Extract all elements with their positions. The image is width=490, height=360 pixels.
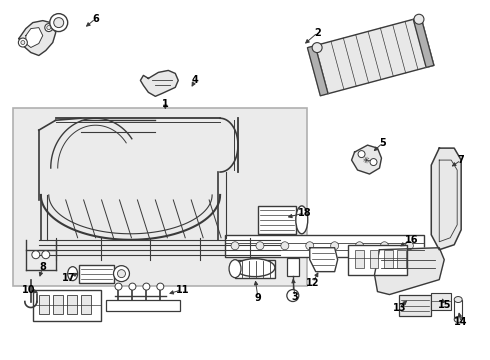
Bar (385, 250, 393, 268)
Text: 1: 1 (162, 99, 169, 109)
Circle shape (356, 242, 364, 250)
Bar (235, 260, 275, 278)
Bar (431, 293, 451, 310)
Text: 9: 9 (255, 293, 261, 302)
Circle shape (21, 41, 25, 45)
Bar (78, 265, 114, 283)
Bar (105, 300, 180, 311)
Bar (53, 294, 63, 315)
Ellipse shape (454, 297, 462, 302)
Bar (355, 250, 364, 268)
Circle shape (380, 242, 389, 250)
Circle shape (118, 270, 125, 278)
Bar (13, 108, 307, 285)
Ellipse shape (68, 267, 77, 280)
Circle shape (287, 289, 299, 302)
Polygon shape (307, 46, 328, 96)
Text: 7: 7 (458, 155, 465, 165)
Circle shape (331, 242, 339, 250)
Polygon shape (374, 248, 444, 294)
Ellipse shape (235, 259, 275, 276)
Text: 17: 17 (62, 273, 75, 283)
Circle shape (231, 242, 239, 250)
Text: 12: 12 (306, 278, 319, 288)
Circle shape (312, 42, 322, 53)
Polygon shape (352, 145, 382, 174)
Bar (347, 245, 407, 275)
Circle shape (129, 283, 136, 290)
Bar (399, 294, 431, 316)
Text: 5: 5 (379, 138, 386, 148)
Circle shape (281, 242, 289, 250)
Circle shape (47, 26, 51, 30)
Text: 16: 16 (405, 235, 418, 245)
Bar (454, 300, 462, 319)
Text: 14: 14 (454, 318, 468, 328)
Ellipse shape (296, 206, 308, 234)
Bar (39, 294, 49, 315)
Circle shape (157, 283, 164, 290)
Circle shape (414, 14, 424, 24)
Bar (369, 250, 378, 268)
Bar (258, 206, 296, 234)
Circle shape (256, 242, 264, 250)
Text: 11: 11 (175, 284, 189, 294)
Circle shape (370, 159, 377, 166)
Text: 8: 8 (39, 262, 46, 272)
Polygon shape (315, 17, 434, 94)
Text: 18: 18 (298, 208, 312, 218)
Ellipse shape (454, 316, 462, 323)
Polygon shape (19, 21, 56, 55)
Circle shape (405, 242, 414, 250)
Circle shape (32, 251, 40, 259)
Ellipse shape (114, 266, 129, 282)
Text: 2: 2 (315, 28, 321, 37)
Polygon shape (431, 148, 461, 250)
Text: 13: 13 (392, 302, 406, 312)
Text: 6: 6 (92, 14, 99, 24)
Text: 3: 3 (292, 292, 298, 302)
Bar (287, 258, 299, 276)
Text: 15: 15 (438, 300, 451, 310)
Circle shape (54, 18, 64, 28)
Polygon shape (141, 71, 178, 96)
Bar (225, 235, 424, 257)
Text: 10: 10 (22, 284, 36, 294)
Circle shape (50, 14, 68, 32)
Circle shape (358, 150, 365, 158)
Circle shape (143, 283, 150, 290)
Bar (67, 294, 76, 315)
Circle shape (115, 283, 122, 290)
Polygon shape (26, 28, 43, 48)
Bar (81, 294, 91, 315)
Text: 4: 4 (192, 75, 198, 85)
Polygon shape (413, 17, 434, 67)
Bar (33, 289, 100, 321)
Circle shape (42, 251, 50, 259)
Ellipse shape (229, 260, 241, 278)
Bar (397, 250, 406, 268)
Circle shape (306, 242, 314, 250)
Circle shape (19, 38, 27, 47)
Polygon shape (310, 248, 338, 272)
Circle shape (45, 24, 53, 32)
